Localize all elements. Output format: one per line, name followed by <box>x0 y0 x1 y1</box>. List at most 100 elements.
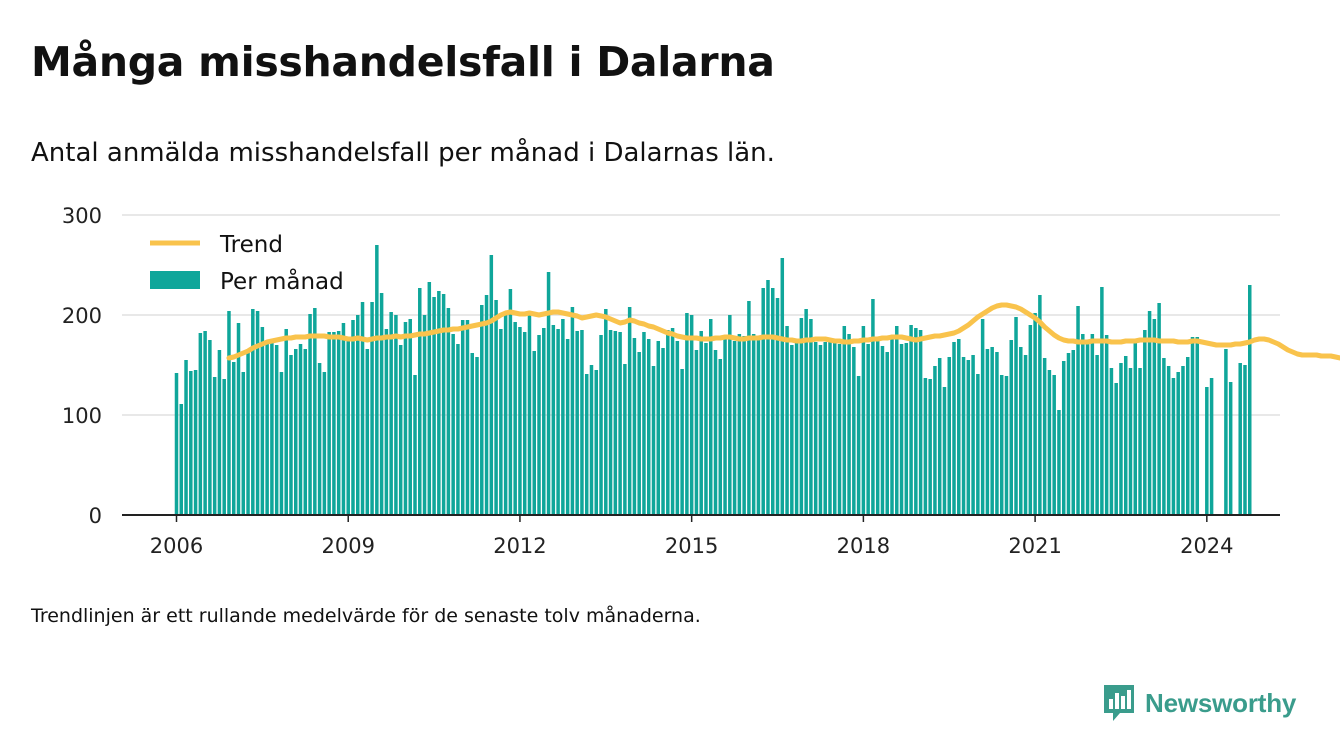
bar <box>1152 319 1157 515</box>
bar <box>899 344 904 515</box>
bar <box>565 339 570 515</box>
bar <box>1109 368 1114 515</box>
bar <box>880 346 885 515</box>
bar <box>632 338 637 515</box>
bar <box>499 329 503 515</box>
bar <box>1100 287 1104 515</box>
bar <box>1042 358 1047 515</box>
bar <box>537 335 541 515</box>
bar <box>408 319 412 515</box>
trend-series <box>226 302 1340 361</box>
bar <box>794 343 799 515</box>
x-tick-label: 2012 <box>493 534 546 558</box>
bar <box>918 330 923 515</box>
bar <box>475 357 479 515</box>
bar <box>1076 306 1080 515</box>
bar <box>1057 410 1061 515</box>
bar <box>513 322 517 515</box>
bar <box>990 347 994 515</box>
bar <box>1143 330 1147 515</box>
bar <box>575 331 579 515</box>
bar <box>360 302 365 515</box>
bar <box>651 366 656 515</box>
bar <box>1052 375 1056 515</box>
bar <box>518 327 522 515</box>
bar <box>847 334 851 515</box>
bar <box>370 302 374 515</box>
bar <box>1190 337 1195 515</box>
bar <box>976 374 980 515</box>
bar <box>542 328 546 515</box>
bar <box>236 323 241 515</box>
bar <box>403 322 408 515</box>
bar <box>1205 387 1209 515</box>
bar <box>375 245 379 515</box>
legend-bar-label: Per månad <box>220 267 344 295</box>
bar <box>646 339 651 515</box>
bar <box>1248 285 1252 515</box>
bar <box>689 315 694 515</box>
bar <box>661 348 665 515</box>
bar <box>618 332 622 515</box>
bar <box>942 387 947 515</box>
legend-bar-swatch <box>150 271 200 289</box>
bar <box>904 343 909 515</box>
bar <box>570 307 575 515</box>
bar <box>1176 372 1180 515</box>
bar <box>1185 357 1190 515</box>
bar <box>937 358 942 515</box>
bar <box>1228 382 1233 515</box>
x-tick-label: 2015 <box>665 534 718 558</box>
bar <box>842 326 847 515</box>
bar <box>1090 334 1095 515</box>
bar <box>1157 303 1161 515</box>
bar <box>1061 361 1066 515</box>
y-tick-label: 0 <box>89 504 102 528</box>
bar <box>365 349 370 515</box>
bar <box>875 338 880 515</box>
bar <box>833 343 837 515</box>
bar <box>985 349 990 515</box>
bar <box>604 309 608 515</box>
footnote: Trendlinjen är ett rullande medelvärde f… <box>31 605 701 627</box>
bar <box>1209 378 1214 515</box>
bar <box>732 341 737 515</box>
bar <box>933 366 937 515</box>
bar <box>713 350 718 515</box>
bar <box>1195 337 1200 515</box>
bar <box>999 375 1004 515</box>
bar <box>279 372 284 515</box>
bar <box>756 339 761 515</box>
bar <box>828 339 832 515</box>
bar <box>728 315 732 515</box>
bar <box>1047 370 1052 515</box>
x-tick-label: 2018 <box>837 534 890 558</box>
bar <box>1119 363 1123 515</box>
bar <box>852 347 856 515</box>
brand: Newsworthy <box>1102 682 1296 724</box>
bar <box>332 332 336 515</box>
bar <box>346 337 350 515</box>
bar <box>966 360 971 515</box>
bar <box>422 315 427 515</box>
bar <box>1085 342 1090 515</box>
bar <box>246 350 250 515</box>
bar <box>298 344 303 515</box>
bar <box>336 331 341 515</box>
bar <box>871 299 875 515</box>
bar <box>394 315 398 515</box>
bar <box>957 339 961 515</box>
x-tick-label: 2021 <box>1008 534 1061 558</box>
bar <box>890 339 894 515</box>
bar <box>804 309 808 515</box>
bar <box>1004 376 1009 515</box>
x-axis: 2006 2009 2012 2015 2018 2021 2024 <box>150 515 1234 558</box>
y-tick-label: 100 <box>62 404 102 428</box>
bar <box>303 349 308 515</box>
bar <box>1238 363 1242 515</box>
bar <box>637 352 641 515</box>
x-tick-label: 2006 <box>150 534 203 558</box>
bar <box>398 345 403 515</box>
bar <box>1166 366 1171 515</box>
bar <box>599 335 603 515</box>
